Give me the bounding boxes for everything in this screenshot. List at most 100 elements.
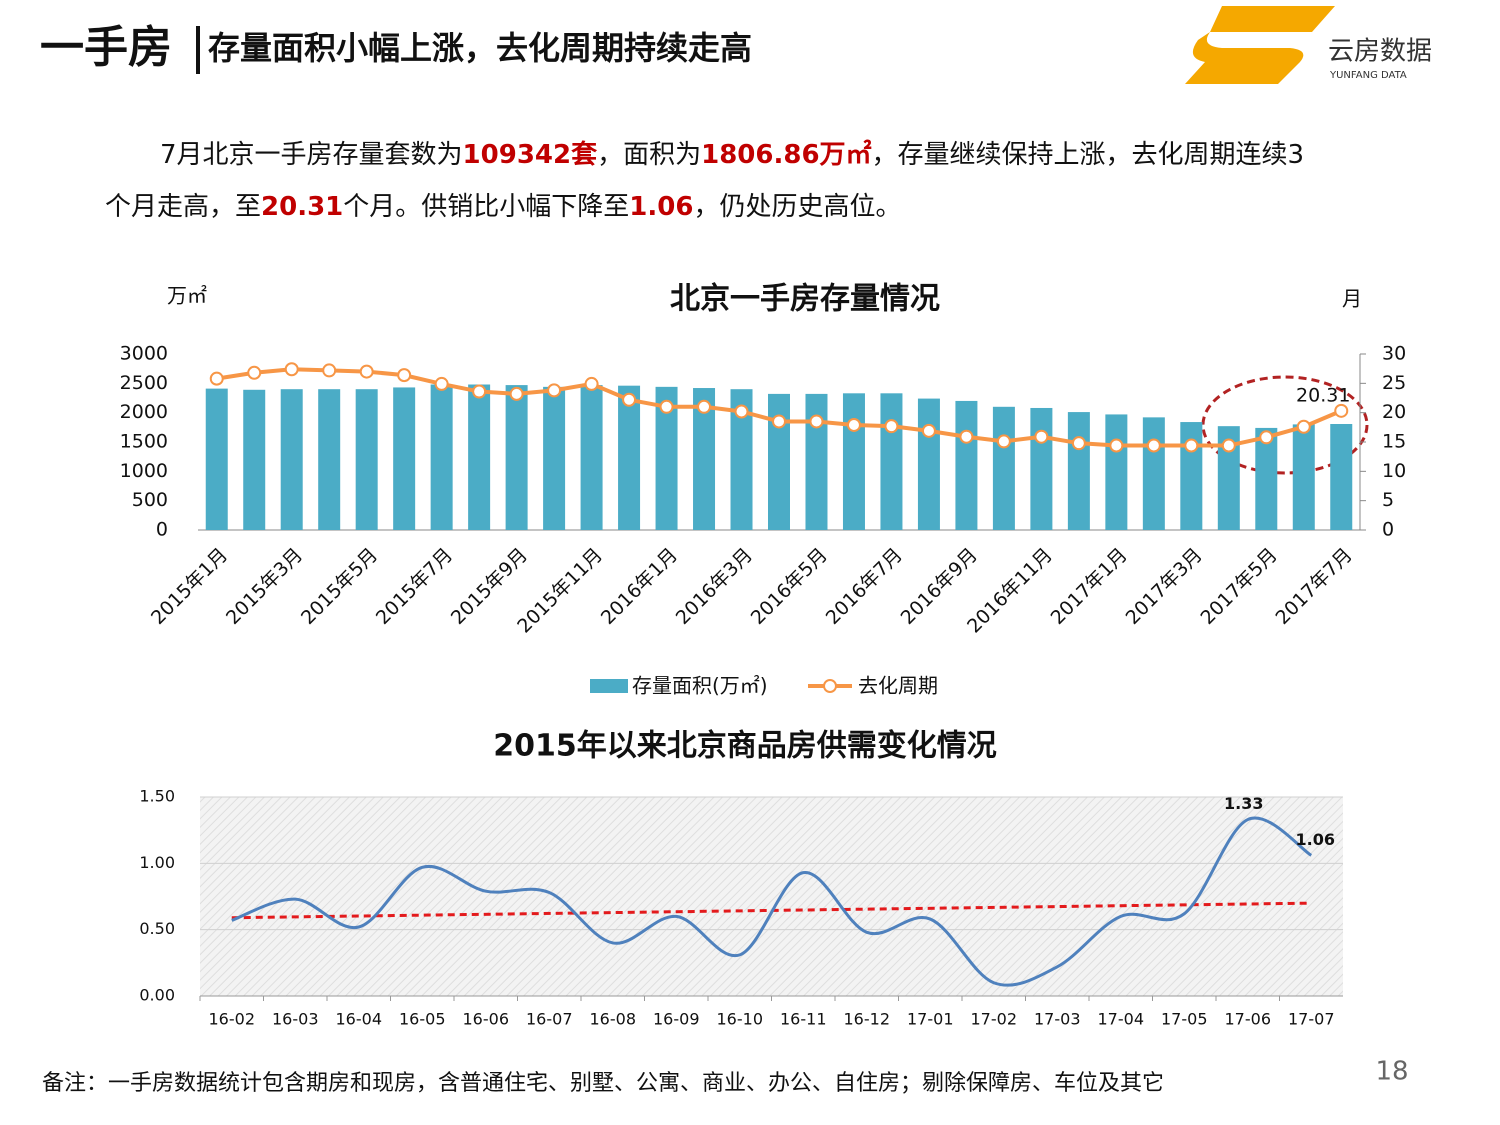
logo-sub: YUNFANG DATA (1329, 70, 1407, 81)
x-tick-label: 2016年7月 (822, 544, 907, 629)
bar (355, 389, 378, 530)
x-tick-label: 17-07 (1288, 1010, 1335, 1029)
legend-swatch (590, 679, 628, 693)
x-tick-label: 16-03 (272, 1010, 319, 1029)
x-tick-label: 2015年7月 (372, 544, 457, 629)
bar (243, 389, 266, 530)
x-tick-label: 2016年1月 (597, 544, 682, 629)
marker (734, 404, 749, 419)
x-tick-label: 16-02 (209, 1010, 256, 1029)
x-tick-label: 17-05 (1161, 1010, 1208, 1029)
bar (618, 385, 641, 530)
y-tick-label: 3000 (120, 343, 168, 365)
data-label: 1.33 (1224, 794, 1263, 813)
marker (809, 414, 824, 429)
legend-marker (823, 679, 837, 693)
marker (322, 363, 337, 378)
text: 个月。供销比小幅下降至 (343, 192, 630, 222)
y-tick-label: 2500 (120, 372, 168, 394)
legend-label: 去化周期 (858, 674, 938, 698)
x-tick-label: 16-05 (399, 1010, 446, 1029)
chart-title: 2015年以来北京商品房供需变化情况 (493, 729, 997, 764)
y-tick-label: 1.50 (139, 787, 175, 806)
paragraph-line: 7月北京一手房存量套数为109342套，面积为1806.86万㎡，存量继续保持上… (160, 134, 1304, 171)
y-tick-label: 1000 (120, 460, 168, 482)
marker (1034, 429, 1049, 444)
marker (359, 364, 374, 379)
text: ，面积为 (597, 140, 702, 170)
marker (846, 417, 861, 432)
bar (1217, 426, 1240, 530)
bar (580, 385, 603, 530)
x-tick-label: 17-04 (1098, 1010, 1145, 1029)
paragraph-line: 个月走高，至20.31个月。供销比小幅下降至1.06，仍处历史高位。 (105, 186, 901, 223)
highlight: 109342套 (462, 140, 598, 170)
text: 个月走高，至 (105, 192, 262, 222)
bar (917, 398, 940, 530)
x-tick-label: 16-11 (780, 1010, 827, 1029)
bar (693, 388, 716, 530)
marker (659, 399, 674, 414)
title-sub: 存量面积小幅上涨，去化周期持续走高 (208, 29, 752, 67)
y2-tick-label: 5 (1382, 489, 1394, 511)
bar (1105, 414, 1128, 530)
marker (1071, 436, 1086, 451)
marker (472, 384, 487, 399)
marker (1296, 419, 1311, 434)
marker (1221, 438, 1236, 453)
y-axis-label: 万㎡ (167, 284, 207, 308)
x-tick-label: 16-12 (844, 1010, 891, 1029)
x-tick-label: 16-10 (717, 1010, 764, 1029)
text: ，存量继续保持上涨，去化周期连续3 (871, 140, 1305, 170)
highlight-ellipse (1201, 375, 1369, 475)
bar (1255, 427, 1278, 530)
plot-background (200, 797, 1343, 996)
marker (209, 371, 224, 386)
y-tick-label: 0.50 (139, 919, 175, 938)
y-tick-label: 0.00 (139, 986, 175, 1005)
bar (880, 393, 903, 530)
bar (505, 385, 528, 530)
x-tick-label: 2015年3月 (222, 544, 307, 629)
bar (1330, 423, 1353, 530)
x-tick-label: 16-07 (526, 1010, 573, 1029)
marker (772, 414, 786, 429)
y2-tick-label: 15 (1382, 431, 1406, 453)
logo-name: 云房数据 (1328, 37, 1432, 67)
y2-tick-label: 30 (1382, 343, 1406, 365)
bar (543, 386, 566, 530)
marker (697, 399, 712, 414)
bar (1067, 412, 1090, 530)
bar (280, 389, 303, 530)
x-tick-label: 16-06 (463, 1010, 510, 1029)
bar (468, 384, 491, 530)
x-tick-label: 2017年5月 (1197, 544, 1282, 629)
bar (1180, 422, 1203, 530)
page-number: 18 (1375, 1057, 1408, 1087)
bar (318, 389, 341, 530)
y2-axis-label: 月 (1342, 287, 1362, 311)
y-tick-label: 0 (156, 519, 168, 541)
text: 7月北京一手房存量套数为 (160, 140, 463, 170)
marker (921, 423, 936, 438)
bar (730, 389, 753, 530)
y-tick-label: 1.00 (139, 853, 175, 872)
marker (1259, 430, 1274, 445)
y-tick-label: 500 (132, 489, 168, 511)
y2-tick-label: 10 (1382, 460, 1406, 482)
highlight: 20.31 (261, 192, 344, 222)
highlight: 1.06 (629, 192, 694, 222)
marker (434, 376, 449, 391)
x-tick-label: 16-04 (336, 1010, 383, 1029)
bar (1030, 407, 1053, 530)
bar (655, 386, 678, 530)
bar (393, 387, 416, 530)
bar (768, 393, 790, 530)
marker (996, 434, 1011, 449)
marker (622, 392, 637, 407)
x-tick-label: 2015年5月 (297, 544, 382, 629)
x-tick-label: 17-03 (1034, 1010, 1081, 1029)
logo: 云房数据 YUNFANG DATA (1185, 6, 1432, 84)
y-tick-label: 2000 (120, 401, 168, 423)
